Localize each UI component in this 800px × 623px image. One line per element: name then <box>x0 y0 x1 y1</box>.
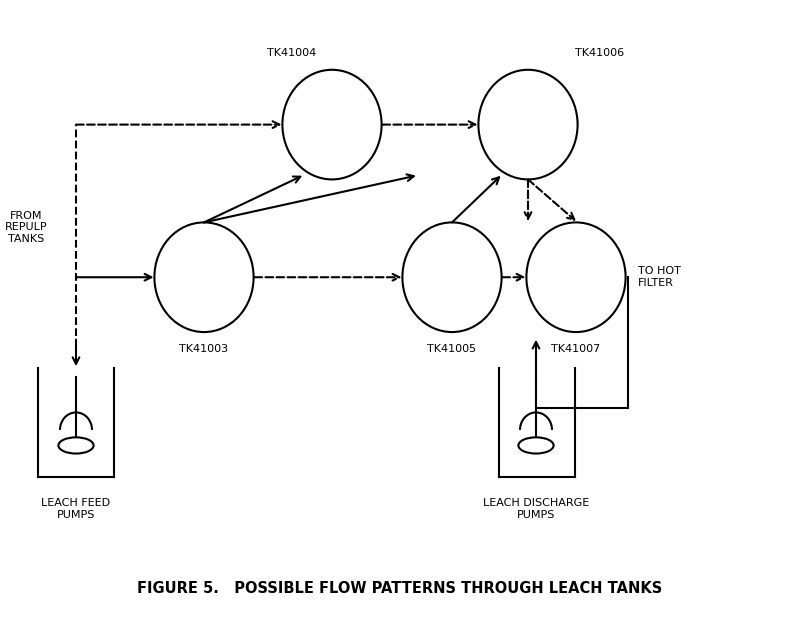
Text: TK41005: TK41005 <box>427 344 477 354</box>
Text: FROM
REPULP
TANKS: FROM REPULP TANKS <box>5 211 48 244</box>
Text: TK41007: TK41007 <box>551 344 601 354</box>
Text: TO HOT
FILTER: TO HOT FILTER <box>638 267 681 288</box>
Text: FIGURE 5.   POSSIBLE FLOW PATTERNS THROUGH LEACH TANKS: FIGURE 5. POSSIBLE FLOW PATTERNS THROUGH… <box>138 581 662 596</box>
Text: TK41004: TK41004 <box>267 48 317 58</box>
Text: TK41003: TK41003 <box>179 344 229 354</box>
Text: TK41006: TK41006 <box>575 48 625 58</box>
Text: LEACH FEED
PUMPS: LEACH FEED PUMPS <box>42 498 110 520</box>
Text: LEACH DISCHARGE
PUMPS: LEACH DISCHARGE PUMPS <box>483 498 589 520</box>
